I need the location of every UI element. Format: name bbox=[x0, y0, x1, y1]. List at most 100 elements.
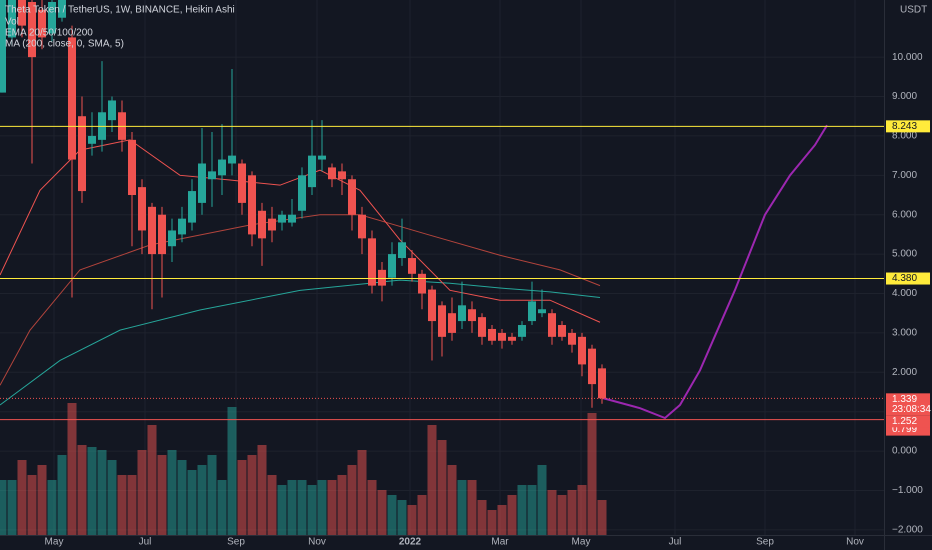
candle-body bbox=[188, 191, 196, 223]
y-tick-label: 8.000 bbox=[892, 131, 917, 142]
x-tick-label: Nov bbox=[308, 537, 326, 548]
candle-body bbox=[308, 155, 316, 188]
candle-body bbox=[208, 171, 216, 180]
candle-body bbox=[588, 348, 596, 385]
x-tick-label: Jul bbox=[669, 537, 682, 548]
candle-body bbox=[158, 214, 166, 255]
y-tick-label: 3.000 bbox=[892, 328, 917, 339]
candle-body bbox=[268, 218, 276, 231]
x-tick-label: Mar bbox=[491, 537, 509, 548]
candle-body bbox=[138, 187, 146, 231]
level-label: 4.380 bbox=[892, 273, 917, 284]
candle-body bbox=[438, 305, 446, 337]
volume-bar bbox=[307, 485, 317, 535]
volume-bar bbox=[227, 407, 237, 535]
candle-body bbox=[108, 100, 116, 121]
y-tick-label: 6.000 bbox=[892, 209, 917, 220]
volume-bar bbox=[57, 455, 67, 535]
candle-body bbox=[448, 313, 456, 333]
chart-title: Theta Token / TetherUS, 1W, BINANCE, Hei… bbox=[5, 5, 235, 16]
volume-bar bbox=[77, 445, 87, 535]
candle-body bbox=[8, 0, 16, 38]
volume-bar bbox=[177, 460, 187, 535]
volume-bar bbox=[147, 425, 157, 535]
volume-bar bbox=[477, 500, 487, 535]
y-tick-label: 0.000 bbox=[892, 446, 917, 457]
volume-bar bbox=[437, 440, 447, 535]
candle-body bbox=[38, 9, 46, 38]
candle-body bbox=[378, 269, 386, 286]
volume-bar bbox=[97, 450, 107, 535]
candle-body bbox=[478, 317, 486, 337]
last-price-label: 1.339 bbox=[892, 394, 917, 405]
candle-body bbox=[368, 238, 376, 286]
volume-bar bbox=[157, 455, 167, 535]
volume-bar bbox=[37, 465, 47, 535]
volume-bar bbox=[277, 485, 287, 535]
candle-body bbox=[568, 332, 576, 345]
volume-bar bbox=[377, 490, 387, 535]
volume-bar bbox=[407, 505, 417, 535]
volume-bar bbox=[597, 500, 607, 535]
volume-bar bbox=[0, 480, 7, 535]
volume-bar bbox=[287, 480, 297, 535]
volume-bar bbox=[397, 500, 407, 535]
volume-bar bbox=[487, 510, 497, 535]
candle-body bbox=[358, 214, 366, 239]
volume-bar bbox=[317, 480, 327, 535]
volume-bar bbox=[567, 490, 577, 535]
volume-bar bbox=[87, 447, 97, 535]
y-tick-label: 10.000 bbox=[892, 52, 923, 63]
y-tick-label: 2.000 bbox=[892, 367, 917, 378]
candle-body bbox=[88, 135, 96, 144]
volume-bar bbox=[17, 460, 27, 535]
x-tick-label: 2022 bbox=[399, 537, 422, 548]
x-tick-label: May bbox=[45, 537, 64, 548]
candle-body bbox=[398, 242, 406, 259]
x-tick-label: May bbox=[572, 537, 591, 548]
candle-body bbox=[348, 179, 356, 215]
candle-body bbox=[418, 273, 426, 294]
indicator-line bbox=[601, 124, 828, 420]
volume-bar bbox=[427, 425, 437, 535]
ma-label-box bbox=[886, 415, 930, 428]
x-tick-label: Jul bbox=[139, 537, 152, 548]
ma-label: 1.252 bbox=[892, 416, 917, 427]
volume-bar bbox=[557, 495, 567, 535]
x-tick-label: Sep bbox=[756, 537, 774, 548]
volume-bar bbox=[237, 460, 247, 535]
axes: 10.000 9.000 8.000 7.000 6.000 5.000 4.000 3.00… bbox=[45, 52, 932, 548]
volume-bar bbox=[337, 475, 347, 535]
candle-body bbox=[468, 309, 476, 322]
volume-bar bbox=[47, 480, 57, 535]
volume-bar bbox=[327, 480, 337, 535]
volume-bar bbox=[257, 445, 267, 535]
candle-body bbox=[78, 116, 86, 192]
candle-body bbox=[168, 230, 176, 247]
level-label-box bbox=[886, 120, 930, 133]
volume-bar bbox=[457, 480, 467, 535]
candle-body bbox=[28, 1, 36, 58]
candle-body bbox=[488, 328, 496, 341]
candle-body bbox=[228, 155, 236, 164]
volume-bar bbox=[267, 475, 277, 535]
volume-bar bbox=[117, 475, 127, 535]
currency-label: USDT bbox=[900, 5, 927, 16]
candle-body bbox=[128, 139, 136, 196]
volume-bar bbox=[537, 465, 547, 535]
x-tick-label: Nov bbox=[846, 537, 864, 548]
volume-bar bbox=[207, 455, 217, 535]
candle-body bbox=[408, 258, 416, 274]
volume-bar bbox=[587, 413, 597, 535]
volume-bar bbox=[197, 465, 207, 535]
candle-body bbox=[288, 214, 296, 223]
candle-body bbox=[298, 175, 306, 211]
candle-body bbox=[578, 336, 586, 365]
volume-bar bbox=[577, 485, 587, 535]
indicator-line bbox=[0, 279, 601, 406]
candle-body bbox=[598, 368, 606, 399]
candle-body bbox=[508, 336, 516, 341]
volume-bar bbox=[447, 465, 457, 535]
candle-body bbox=[538, 309, 546, 314]
